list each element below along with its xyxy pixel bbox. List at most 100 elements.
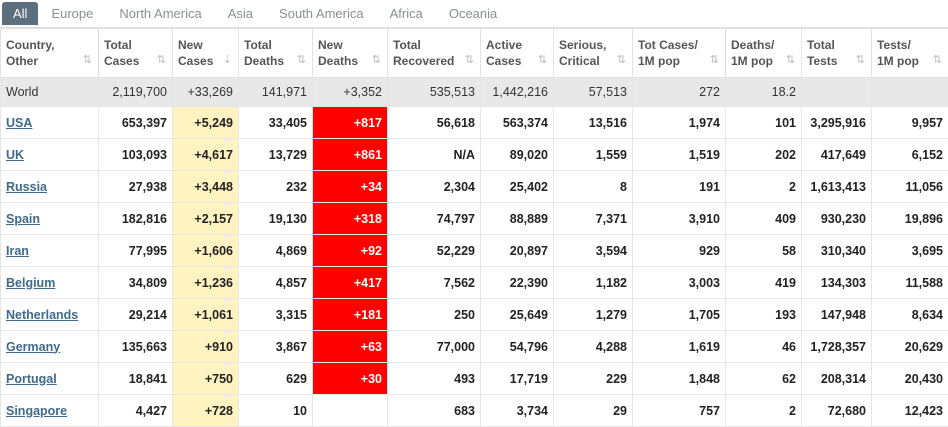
- column-header[interactable]: Tot Cases/1M pop⇅: [633, 29, 726, 78]
- column-header-line1: Active: [486, 38, 522, 52]
- data-cell: 419: [726, 267, 802, 299]
- country-link[interactable]: Netherlands: [6, 308, 78, 322]
- sort-icon[interactable]: ⇅: [856, 52, 865, 68]
- data-cell: 29: [554, 395, 633, 427]
- sort-icon[interactable]: ⇅: [465, 52, 474, 68]
- country-link[interactable]: Portugal: [6, 372, 57, 386]
- data-cell: 2: [726, 171, 802, 203]
- sort-icon[interactable]: ⇅: [83, 52, 92, 68]
- data-cell: +181: [313, 299, 388, 331]
- data-cell: 52,229: [388, 235, 481, 267]
- data-cell: 4,869: [239, 235, 313, 267]
- column-header-line2: Other: [6, 54, 38, 68]
- tab-oceania[interactable]: Oceania: [436, 2, 510, 25]
- country-link[interactable]: Iran: [6, 244, 29, 258]
- tab-europe[interactable]: Europe: [38, 2, 106, 25]
- column-header-line2: 1M pop: [731, 54, 773, 68]
- sort-icon[interactable]: ⇅: [538, 52, 547, 68]
- data-cell: 13,516: [554, 107, 633, 139]
- data-cell: 535,513: [388, 78, 481, 107]
- tab-africa[interactable]: Africa: [377, 2, 436, 25]
- sort-icon[interactable]: ⇅: [297, 52, 306, 68]
- column-header-line1: Total: [244, 38, 272, 52]
- data-cell: 757: [633, 395, 726, 427]
- data-cell: N/A: [388, 139, 481, 171]
- data-cell: 10: [239, 395, 313, 427]
- country-link[interactable]: Belgium: [6, 276, 55, 290]
- column-header[interactable]: Active Cases ⇅: [481, 29, 554, 78]
- country-cell: Iran: [1, 235, 99, 267]
- data-cell: +92: [313, 235, 388, 267]
- column-header[interactable]: Country,Other⇅: [1, 29, 99, 78]
- data-cell: 12,423: [872, 395, 948, 427]
- column-header-line2: Cases: [486, 54, 521, 68]
- column-header-line2: Cases: [178, 54, 213, 68]
- column-header-line2: Deaths: [244, 54, 284, 68]
- column-header-line2: Critical: [559, 54, 600, 68]
- data-cell: 3,910: [633, 203, 726, 235]
- data-cell: 1,848: [633, 363, 726, 395]
- data-cell: +1,236: [173, 267, 239, 299]
- country-link[interactable]: UK: [6, 148, 24, 162]
- data-cell: 141,971: [239, 78, 313, 107]
- sort-icon[interactable]: ⇅: [372, 52, 381, 68]
- country-link[interactable]: USA: [6, 116, 32, 130]
- tab-north-america[interactable]: North America: [106, 2, 214, 25]
- column-header[interactable]: Serious,Critical⇅: [554, 29, 633, 78]
- sort-icon[interactable]: ⇅: [617, 52, 626, 68]
- data-cell: 46: [726, 331, 802, 363]
- country-cell: Netherlands: [1, 299, 99, 331]
- data-cell: [872, 78, 948, 107]
- column-header[interactable]: Tests/1M pop⇅: [872, 29, 948, 78]
- data-cell: 103,093: [99, 139, 173, 171]
- column-header-line2: Cases: [104, 54, 139, 68]
- data-cell: 9,957: [872, 107, 948, 139]
- country-link[interactable]: Germany: [6, 340, 60, 354]
- sort-icon[interactable]: ⇣: [223, 52, 232, 68]
- tab-asia[interactable]: Asia: [215, 2, 266, 25]
- tab-south-america[interactable]: South America: [266, 2, 377, 25]
- country-link[interactable]: Russia: [6, 180, 47, 194]
- data-cell: 6,152: [872, 139, 948, 171]
- data-cell: 13,729: [239, 139, 313, 171]
- country-cell: Portugal: [1, 363, 99, 395]
- data-cell: 310,340: [802, 235, 872, 267]
- data-cell: 653,397: [99, 107, 173, 139]
- data-cell: 25,649: [481, 299, 554, 331]
- data-cell: 1,619: [633, 331, 726, 363]
- column-header-line1: Deaths/: [731, 38, 774, 52]
- column-header[interactable]: Total Deaths ⇅: [239, 29, 313, 78]
- data-cell: 2: [726, 395, 802, 427]
- sort-icon[interactable]: ⇅: [710, 52, 719, 68]
- column-header-line2: Recovered: [393, 54, 454, 68]
- data-cell: 1,519: [633, 139, 726, 171]
- sort-icon[interactable]: ⇅: [786, 52, 795, 68]
- data-cell: [313, 395, 388, 427]
- data-cell: +750: [173, 363, 239, 395]
- tab-all[interactable]: All: [2, 2, 38, 25]
- sort-icon[interactable]: ⇅: [157, 52, 166, 68]
- data-cell: +5,249: [173, 107, 239, 139]
- data-cell: 17,719: [481, 363, 554, 395]
- column-header-line1: Total: [807, 38, 835, 52]
- column-header[interactable]: Deaths/1M pop ⇅: [726, 29, 802, 78]
- data-cell: 11,056: [872, 171, 948, 203]
- country-link[interactable]: Spain: [6, 212, 40, 226]
- data-cell: 2,119,700: [99, 78, 173, 107]
- data-cell: 134,303: [802, 267, 872, 299]
- country-link[interactable]: Singapore: [6, 404, 67, 418]
- sort-icon[interactable]: ⇅: [933, 52, 942, 68]
- data-cell: 20,430: [872, 363, 948, 395]
- column-header-line1: Tot Cases/: [638, 38, 698, 52]
